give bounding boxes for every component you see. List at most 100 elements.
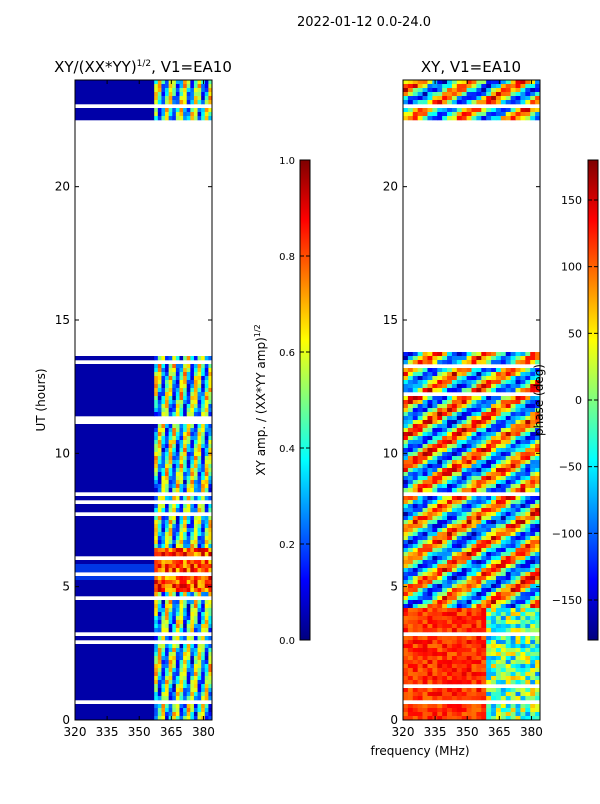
heatmap-cell: [520, 360, 526, 365]
heatmap-cell: [168, 116, 173, 121]
heatmap-cell: [193, 436, 198, 441]
heatmap-cell: [451, 372, 458, 377]
heatmap-cell: [495, 80, 502, 85]
heatmap-cell: [201, 84, 206, 89]
heatmap-cell: [175, 580, 180, 585]
heatmap-cell: [535, 488, 540, 493]
heatmap-cell: [515, 504, 521, 509]
heatmap-cell: [403, 408, 409, 413]
heatmap-cell: [161, 444, 166, 449]
heatmap-cell: [168, 580, 173, 585]
heatmap-cell: [422, 688, 428, 693]
heatmap-cell: [407, 360, 414, 365]
heatmap-cell: [201, 676, 206, 681]
heatmap-cell: [161, 536, 166, 541]
heatmap-cell: [442, 552, 448, 557]
panel-amplitude-title-main: XY/(XX*YY): [54, 58, 137, 76]
heatmap-cell: [486, 504, 492, 509]
heatmap-cell: [172, 560, 177, 565]
heatmap-cell: [412, 388, 418, 393]
heatmap-cell: [165, 524, 169, 529]
heatmap-cell: [535, 84, 540, 89]
heatmap-cell: [417, 672, 423, 677]
heatmap-cell: [466, 464, 472, 469]
heatmap-cell: [476, 500, 482, 505]
heatmap-cell: [204, 576, 209, 581]
heatmap-cell: [417, 512, 423, 517]
heatmap-cell: [476, 560, 482, 565]
heatmap-cell: [161, 712, 166, 717]
heatmap-cell: [407, 488, 414, 493]
heatmap-cell: [407, 100, 414, 105]
heatmap-cell: [466, 496, 472, 501]
heatmap-cell: [476, 112, 482, 117]
heatmap-cell: [407, 96, 414, 101]
heatmap-cell: [505, 380, 511, 385]
heatmap-cell: [491, 360, 497, 365]
heatmap-cell: [447, 704, 453, 709]
heatmap-cell: [535, 680, 540, 685]
heatmap-cell: [535, 372, 540, 377]
heatmap-cell: [422, 112, 428, 117]
heatmap-cell: [179, 532, 184, 537]
heatmap-cell: [505, 540, 511, 545]
heatmap-cell: [510, 380, 516, 385]
heatmap-cell: [403, 552, 409, 557]
heatmap-cell: [437, 620, 443, 625]
heatmap-cell: [407, 452, 414, 457]
heatmap-cell: [461, 460, 467, 465]
heatmap-cell: [500, 356, 507, 361]
heatmap-cell: [183, 424, 188, 429]
heatmap-cell: [190, 436, 195, 441]
heatmap-cell: [154, 96, 159, 101]
heatmap-cell: [481, 380, 487, 385]
heatmap-cell: [165, 532, 169, 537]
heatmap-cell: [466, 548, 472, 553]
heatmap-cell: [510, 440, 516, 445]
heatmap-cell: [183, 600, 188, 605]
heatmap-cell: [193, 584, 198, 589]
heatmap-cell: [476, 524, 482, 529]
heatmap-cell: [165, 408, 169, 413]
heatmap-cell: [520, 520, 526, 525]
heatmap-cell: [495, 500, 502, 505]
heatmap-cell: [456, 528, 463, 533]
heatmap-cell: [403, 648, 409, 653]
heatmap-cell: [432, 416, 438, 421]
heatmap-cell: [403, 448, 409, 453]
heatmap-cell: [447, 664, 453, 669]
heatmap-cell: [476, 420, 482, 425]
heatmap-cell: [161, 580, 166, 585]
heatmap-cell: [437, 352, 443, 357]
heatmap-cell: [407, 556, 414, 561]
heatmap-cell: [447, 376, 453, 381]
heatmap-cell: [161, 644, 166, 649]
heatmap-cell: [500, 576, 507, 581]
heatmap-cell: [451, 544, 458, 549]
heatmap-cell: [447, 640, 453, 645]
heatmap-cell: [505, 616, 511, 621]
heatmap-cell: [175, 508, 180, 513]
heatmap-cell: [427, 576, 433, 581]
heatmap-cell: [154, 80, 159, 85]
heatmap-cell: [500, 708, 507, 713]
heatmap-cell: [451, 504, 458, 509]
heatmap-cell: [461, 576, 467, 581]
heatmap-cell: [186, 580, 191, 585]
heatmap-cell: [515, 456, 521, 461]
heatmap-cell: [500, 680, 507, 685]
heatmap-cell: [495, 528, 502, 533]
heatmap-cell: [525, 404, 531, 409]
heatmap-cell: [157, 648, 162, 653]
heatmap-cell: [530, 84, 536, 89]
heatmap-cell: [530, 484, 536, 489]
heatmap-cell: [403, 404, 409, 409]
heatmap-cell: [208, 688, 212, 693]
heatmap-cell: [451, 688, 458, 693]
heatmap-cell: [422, 360, 428, 365]
heatmap-cell: [432, 656, 438, 661]
heatmap-cell: [175, 692, 180, 697]
heatmap-cell: [179, 656, 184, 661]
heatmap-cell: [193, 576, 198, 581]
heatmap-cell: [204, 388, 209, 393]
